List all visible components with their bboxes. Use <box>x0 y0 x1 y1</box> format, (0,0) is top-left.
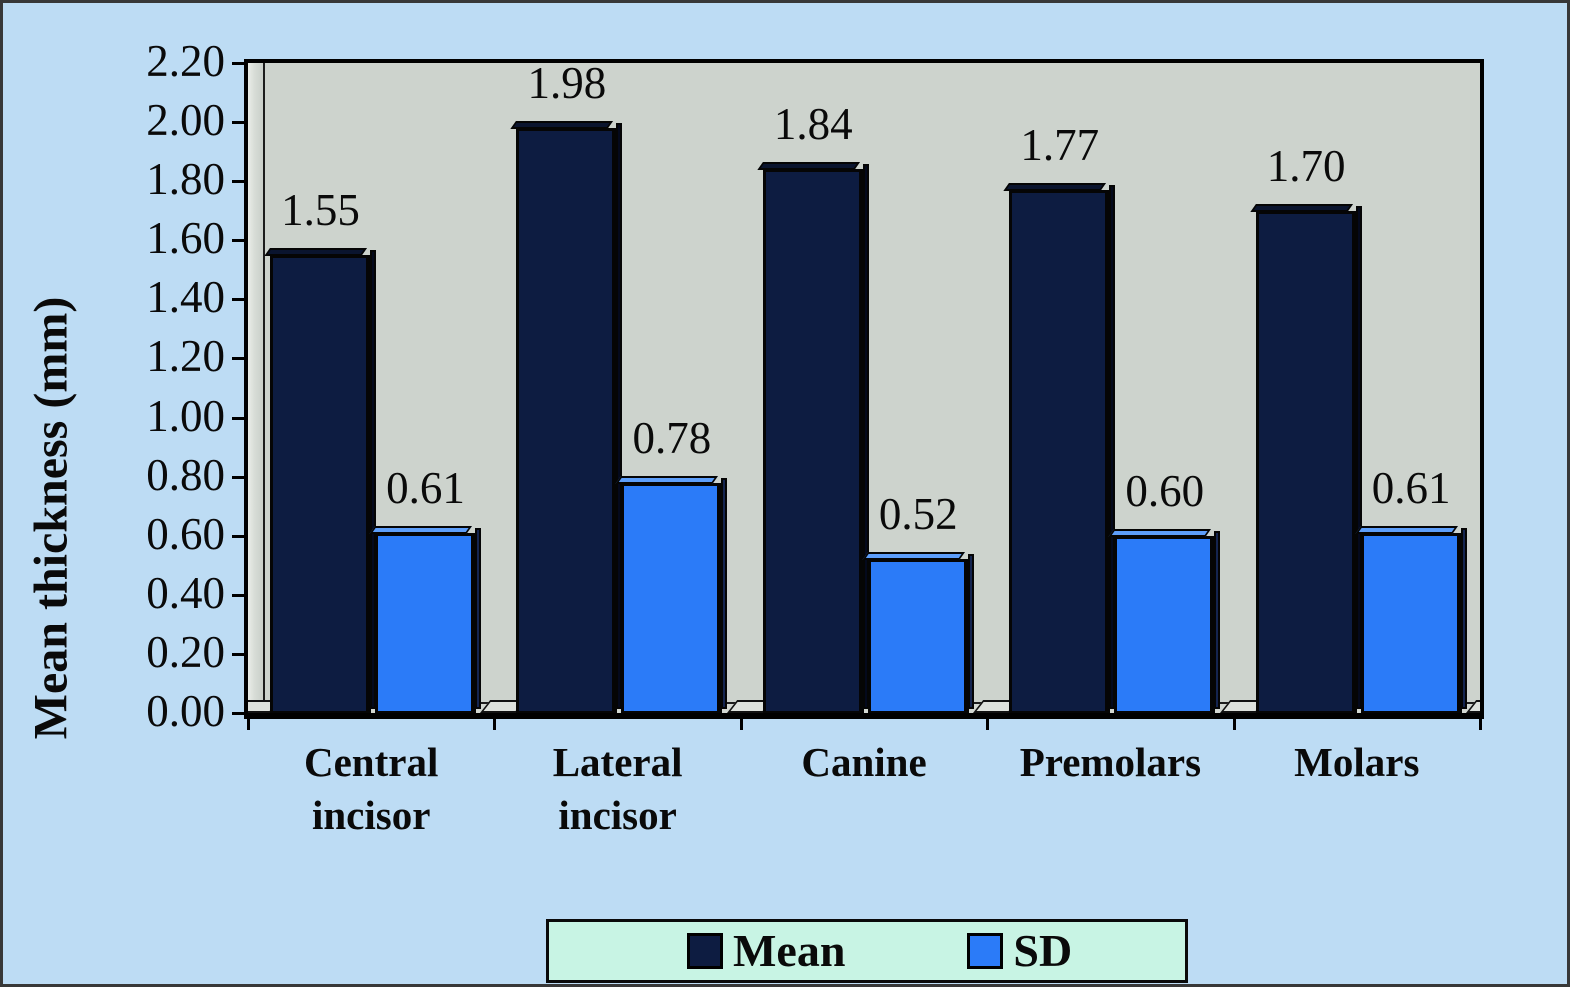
x-category-label-canine: Canine <box>801 739 927 785</box>
bar-mean-premolars <box>1003 183 1116 713</box>
bar-sd-canine <box>862 552 974 713</box>
x-category-label-central-incisor: Central incisor <box>304 739 439 839</box>
y-tick-label-0.20: 0.20 <box>146 626 225 677</box>
legend-swatch-mean <box>687 933 723 969</box>
bar-mean-central-incisor <box>264 248 376 713</box>
bar-sd-central-incisor <box>369 525 481 713</box>
y-tick-0.80 <box>232 475 246 479</box>
y-tick-label-0.80: 0.80 <box>146 449 225 500</box>
bar-top-face <box>1108 528 1212 537</box>
y-tick-label-0.00: 0.00 <box>146 686 225 736</box>
x-category-label-premolars: Premolars <box>1019 739 1202 785</box>
3d-side-wall <box>248 63 265 713</box>
x-tick <box>1479 715 1482 730</box>
value-label-mean-premolars: 1.77 <box>1020 120 1100 171</box>
bar-top-face <box>510 121 614 129</box>
bar-side-face <box>1355 205 1362 709</box>
bar-mean-canine <box>757 162 869 713</box>
value-label-mean-lateral-incisor: 1.98 <box>527 63 607 108</box>
y-tick-1.80 <box>232 180 246 184</box>
bar-top-face <box>1354 525 1458 534</box>
y-tick-label-2.00: 2.00 <box>146 95 225 146</box>
bar-mean-lateral-incisor <box>510 121 623 713</box>
bar-side-face <box>1109 185 1116 709</box>
legend-label-sd: SD <box>1013 925 1073 976</box>
y-tick-label-0.60: 0.60 <box>146 508 225 559</box>
x-tick <box>986 715 990 730</box>
plot-area: 1.55 0.61 1.98 0.78 1.84 0.52 1.77 0.60 1.70 0.61 <box>244 59 1484 719</box>
y-tick-1.00 <box>232 416 246 420</box>
x-category-label-lateral-incisor: Lateral incisor <box>552 739 683 839</box>
y-tick-label-1.40: 1.40 <box>146 272 225 323</box>
y-tick-0.40 <box>232 593 246 597</box>
bar-side-face <box>721 477 728 709</box>
bar-side-face <box>475 527 481 709</box>
value-label-mean-central-incisor: 1.55 <box>281 185 360 236</box>
bar-sd-premolars <box>1108 528 1221 713</box>
bar-top-face <box>1003 183 1107 192</box>
x-tick <box>1232 715 1236 730</box>
x-tick <box>247 715 250 730</box>
x-tick <box>739 715 743 730</box>
bar-side-face <box>1214 530 1221 709</box>
bar-side-face <box>967 554 974 709</box>
legend-label-mean: Mean <box>733 925 846 976</box>
bar-mean-molars <box>1249 203 1362 713</box>
y-tick-1.60 <box>232 239 246 243</box>
y-tick-label-0.40: 0.40 <box>146 567 225 618</box>
legend-swatch-sd <box>967 933 1004 969</box>
bar-side-face <box>1460 527 1467 709</box>
bar-top-face <box>757 162 860 171</box>
legend-item-mean: Mean <box>687 928 845 974</box>
bar-side-face <box>862 164 869 709</box>
y-tick-label-1.80: 1.80 <box>146 154 225 205</box>
value-label-mean-canine: 1.84 <box>773 99 853 150</box>
plot-inner: 1.55 0.61 1.98 0.78 1.84 0.52 1.77 0.60 1.70 0.61 <box>248 63 1480 713</box>
y-tick-label-2.20: 2.20 <box>146 36 225 86</box>
bar-top-face <box>264 248 367 257</box>
bar-top-face <box>369 525 472 534</box>
legend: Mean SD <box>546 919 1188 983</box>
y-tick-1.20 <box>232 357 246 361</box>
x-category-label-molars: Molars <box>1294 739 1420 785</box>
bar-sd-molars <box>1354 525 1467 713</box>
bar-top-face <box>862 552 965 561</box>
y-tick-2.20 <box>232 62 246 65</box>
y-tick-label-1.00: 1.00 <box>146 390 225 441</box>
y-tick-1.40 <box>232 298 246 302</box>
bar-top-face <box>1249 203 1353 212</box>
y-tick-2.00 <box>232 121 246 125</box>
bar-side-face <box>616 123 623 709</box>
x-tick <box>493 715 497 730</box>
legend-item-sd: SD <box>967 928 1072 974</box>
bar-sd-lateral-incisor <box>615 475 728 713</box>
y-tick-0.00 <box>232 712 246 715</box>
bar-top-face <box>615 475 719 484</box>
y-tick-0.20 <box>232 652 246 656</box>
y-tick-0.60 <box>232 534 246 538</box>
value-label-mean-molars: 1.70 <box>1266 140 1346 191</box>
bar-side-face <box>370 250 376 709</box>
y-axis-title: Mean thickness (mm) <box>24 296 78 740</box>
y-tick-label-1.20: 1.20 <box>146 331 225 382</box>
y-tick-label-1.60: 1.60 <box>146 213 225 264</box>
